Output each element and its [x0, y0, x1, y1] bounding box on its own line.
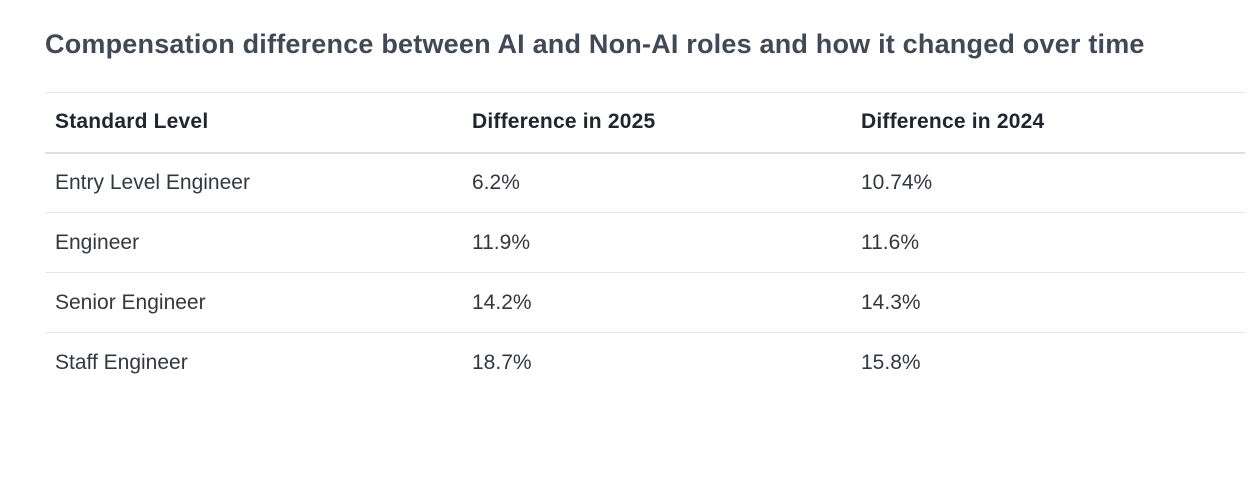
- column-header-difference-2024: Difference in 2024: [851, 92, 1245, 154]
- cell-level: Staff Engineer: [55, 350, 188, 374]
- table-row-staff-engineer: Staff Engineer 18.7% 15.8%: [45, 333, 1245, 393]
- cell-diff-2025: 18.7%: [472, 350, 532, 374]
- cell-diff-2024: 15.8%: [861, 350, 921, 374]
- cell-level: Engineer: [45, 212, 462, 273]
- cell-diff-2024: 10.74%: [851, 152, 1245, 213]
- table-row-entry-level-engineer: Entry Level Engineer 6.2% 10.74%: [45, 152, 1245, 213]
- column-header-standard-level: Standard Level: [45, 92, 462, 154]
- cell-diff-2024: 11.6%: [851, 212, 1245, 273]
- cell-level: Entry Level Engineer: [45, 152, 462, 213]
- cell-diff-2025: 11.9%: [462, 212, 851, 273]
- column-header-difference-2025: Difference in 2025: [462, 92, 851, 154]
- table-row-senior-engineer: Senior Engineer 14.2% 14.3%: [45, 272, 1245, 333]
- table-header-row: Standard Level Difference in 2025 Differ…: [45, 92, 1245, 154]
- cell-diff-2025: 6.2%: [462, 152, 851, 213]
- cell-level: Senior Engineer: [45, 272, 462, 333]
- page-title: Compensation difference between AI and N…: [45, 29, 1145, 59]
- table-row-engineer: Engineer 11.9% 11.6%: [45, 212, 1245, 273]
- cell-diff-2025: 14.2%: [462, 272, 851, 333]
- cell-diff-2024: 14.3%: [851, 272, 1245, 333]
- compensation-difference-table: Standard Level Difference in 2025 Differ…: [45, 92, 1245, 393]
